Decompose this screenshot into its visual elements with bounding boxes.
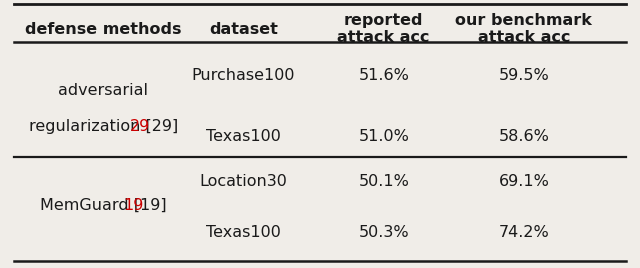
Text: Purchase100: Purchase100 — [192, 68, 295, 83]
Text: reported
attack acc: reported attack acc — [337, 13, 430, 46]
Text: 58.6%: 58.6% — [499, 129, 549, 144]
Text: Texas100: Texas100 — [206, 129, 281, 144]
Text: 69.1%: 69.1% — [499, 174, 549, 189]
Text: Texas100: Texas100 — [206, 225, 281, 240]
Text: 19: 19 — [123, 198, 143, 213]
Text: dataset: dataset — [209, 22, 278, 37]
Text: Location30: Location30 — [200, 174, 287, 189]
Text: MemGuard [19]: MemGuard [19] — [40, 198, 166, 213]
Text: 74.2%: 74.2% — [499, 225, 549, 240]
Text: 50.3%: 50.3% — [358, 225, 409, 240]
Text: defense methods: defense methods — [25, 22, 182, 37]
Text: 50.1%: 50.1% — [358, 174, 409, 189]
Text: our benchmark
attack acc: our benchmark attack acc — [456, 13, 593, 46]
Text: 51.0%: 51.0% — [358, 129, 409, 144]
Text: regularization [29]: regularization [29] — [29, 118, 178, 133]
Text: 51.6%: 51.6% — [358, 68, 409, 83]
Text: 29: 29 — [129, 118, 150, 133]
Text: adversarial: adversarial — [58, 83, 148, 98]
Text: 59.5%: 59.5% — [499, 68, 549, 83]
